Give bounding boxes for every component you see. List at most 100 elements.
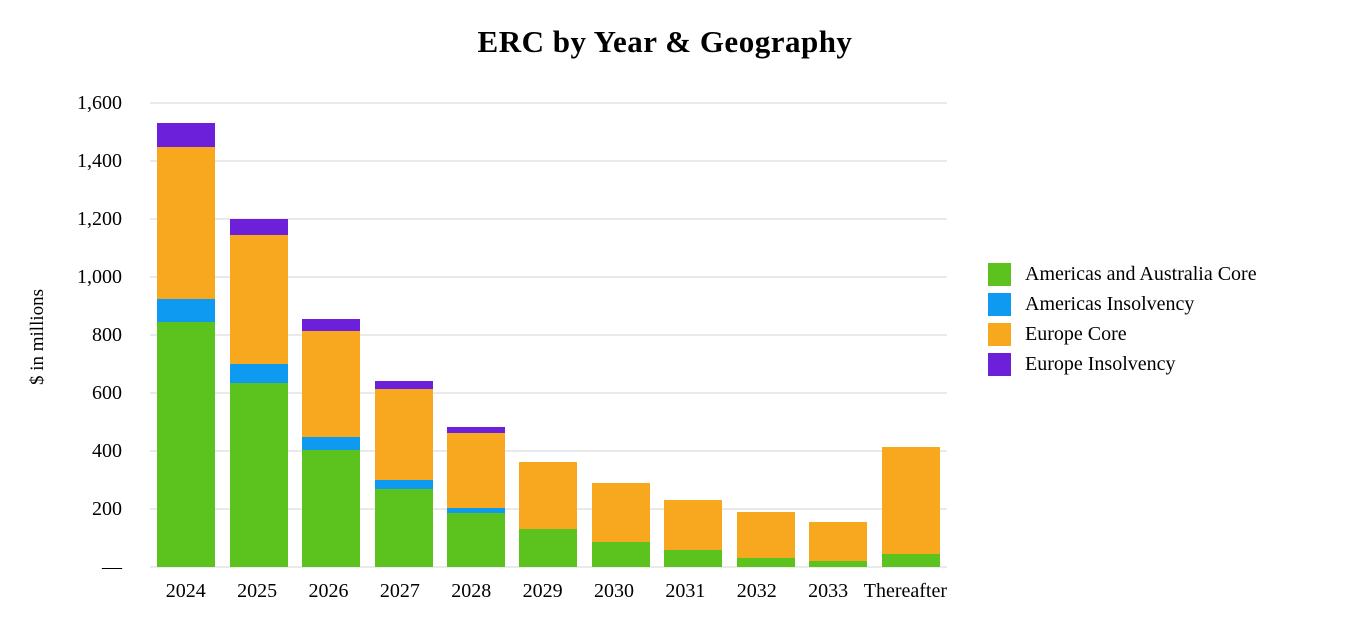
bar-segment xyxy=(302,330,361,437)
plot-area xyxy=(150,102,947,568)
bar-2024 xyxy=(150,103,222,567)
bar-segment xyxy=(229,382,288,567)
x-tick-label: 2027 xyxy=(379,580,420,602)
x-tick-label: 2029 xyxy=(522,580,563,602)
bar-segment xyxy=(447,508,506,514)
x-tick-label: 2025 xyxy=(237,580,278,602)
bar-stack xyxy=(302,319,361,567)
legend-label: Europe Insolvency xyxy=(1025,352,1176,375)
bar-stack xyxy=(519,462,578,567)
bar-segment xyxy=(519,462,578,530)
bar-segment xyxy=(736,557,795,567)
gridline xyxy=(150,334,947,336)
bar-segment xyxy=(809,560,868,567)
bar-segment xyxy=(664,499,723,550)
bar-2031 xyxy=(657,103,729,567)
y-tick-label: 1,600 xyxy=(77,92,122,114)
legend: Americas and Australia Core Americas Inso… xyxy=(988,259,1257,379)
x-tick-label: 2024 xyxy=(165,580,206,602)
legend-label: Americas Insolvency xyxy=(1025,292,1195,315)
y-tick-label: 400 xyxy=(92,440,122,462)
bar-stack xyxy=(736,511,795,567)
bar-stack xyxy=(374,381,433,567)
bar-2033 xyxy=(802,103,874,567)
y-tick-label: 1,400 xyxy=(77,150,122,172)
bar-segment xyxy=(881,553,940,567)
gridline xyxy=(150,102,947,104)
bar-stack xyxy=(447,426,506,567)
bar-segment xyxy=(302,449,361,567)
bar-segment xyxy=(374,381,433,389)
bar-2028 xyxy=(440,103,512,567)
bar-2029 xyxy=(512,103,584,567)
x-tick-label: 2033 xyxy=(808,580,849,602)
gridline xyxy=(150,450,947,452)
y-axis-tick-labels: 1,600 1,400 1,200 1,000 800 600 400 200 — xyxy=(0,92,122,578)
bar-segment xyxy=(229,219,288,235)
x-tick-label: 2030 xyxy=(593,580,634,602)
bar-segment xyxy=(591,482,650,543)
gridline xyxy=(150,392,947,394)
legend-swatch-icon xyxy=(988,322,1011,346)
bar-thereafter xyxy=(875,103,947,567)
bar-segment xyxy=(157,298,216,322)
y-tick-label: 1,200 xyxy=(77,208,122,230)
bar-stack xyxy=(809,522,868,567)
legend-item: Europe Core xyxy=(988,319,1257,349)
bar-segment xyxy=(374,488,433,567)
bar-stack xyxy=(664,499,723,567)
gridline xyxy=(150,276,947,278)
x-tick-label: 2026 xyxy=(308,580,349,602)
legend-swatch-icon xyxy=(988,262,1011,286)
y-tick-label: 200 xyxy=(92,498,122,520)
bar-stack xyxy=(157,123,216,567)
bar-segment xyxy=(881,446,940,554)
x-axis-labels: 2024 2025 2026 2027 2028 2029 2030 2031 2032 2033… xyxy=(150,580,947,603)
bar-segment xyxy=(664,549,723,567)
legend-item: Americas and Australia Core xyxy=(988,259,1257,289)
bar-segment xyxy=(591,542,650,567)
bar-2030 xyxy=(585,103,657,567)
y-tick-label: 800 xyxy=(92,324,122,346)
legend-swatch-icon xyxy=(988,292,1011,316)
x-tick-label: 2032 xyxy=(736,580,777,602)
bar-stack xyxy=(881,446,940,567)
bar-segment xyxy=(302,319,361,331)
x-tick-label: Thereafter xyxy=(863,580,948,602)
bar-segment xyxy=(736,511,795,558)
y-tick-label: 1,000 xyxy=(77,266,122,288)
bar-stack xyxy=(229,219,288,567)
bar-segment xyxy=(447,432,506,509)
bar-segment xyxy=(229,234,288,365)
x-tick-label: 2028 xyxy=(451,580,492,602)
gridline xyxy=(150,566,947,568)
gridline xyxy=(150,160,947,162)
bar-2026 xyxy=(295,103,367,567)
bar-segment xyxy=(809,522,868,561)
bar-segment xyxy=(519,529,578,567)
bar-segment xyxy=(374,480,433,489)
bar-2027 xyxy=(367,103,439,567)
bar-segment xyxy=(229,364,288,383)
bar-segment xyxy=(302,436,361,450)
legend-label: Europe Core xyxy=(1025,322,1127,345)
bar-2032 xyxy=(730,103,802,567)
legend-item: Americas Insolvency xyxy=(988,289,1257,319)
bars xyxy=(150,103,947,567)
y-tick-label: — xyxy=(102,556,122,578)
y-tick-label: 600 xyxy=(92,382,122,404)
legend-swatch-icon xyxy=(988,352,1011,376)
bar-segment xyxy=(157,321,216,567)
legend-label: Americas and Australia Core xyxy=(1025,262,1257,285)
bar-stack xyxy=(591,482,650,567)
gridline xyxy=(150,218,947,220)
bar-segment xyxy=(157,123,216,147)
bar-segment xyxy=(374,388,433,481)
chart-title: ERC by Year & Geography xyxy=(477,24,853,59)
bar-segment xyxy=(157,146,216,299)
bar-segment xyxy=(447,513,506,567)
legend-item: Europe Insolvency xyxy=(988,349,1257,379)
bar-2025 xyxy=(222,103,294,567)
x-tick-label: 2031 xyxy=(665,580,706,602)
